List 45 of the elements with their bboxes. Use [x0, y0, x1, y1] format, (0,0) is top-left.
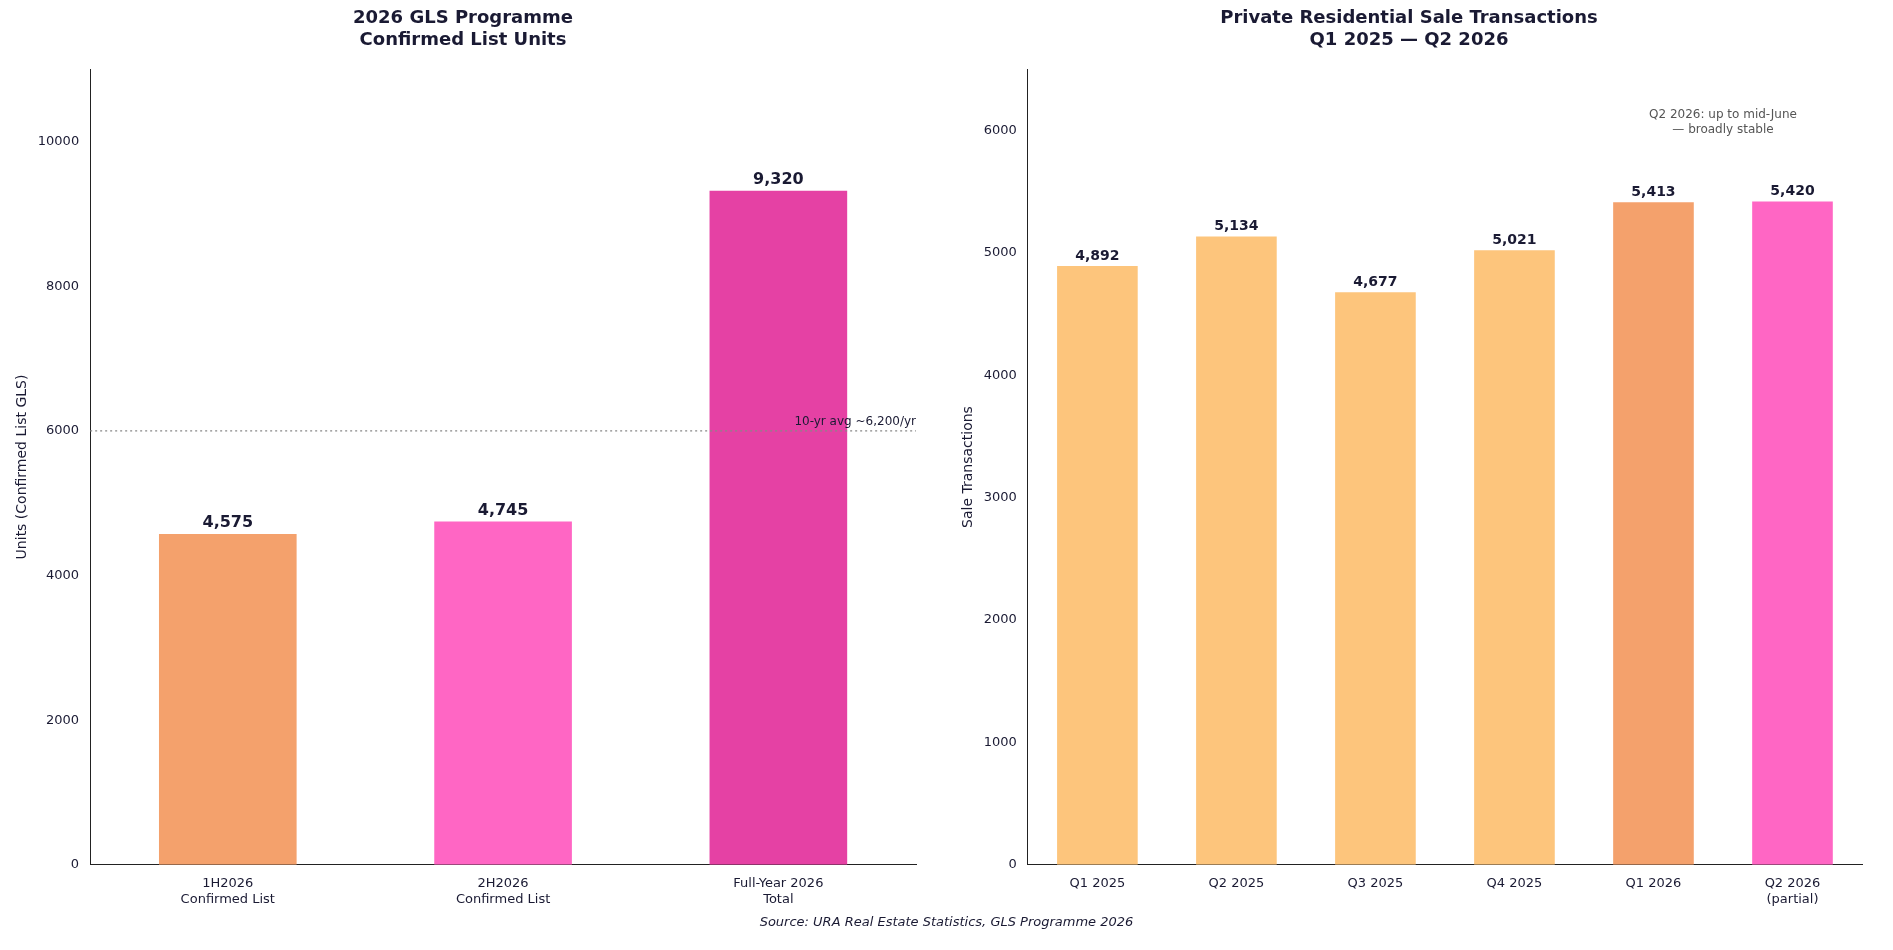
y-tick-label: 2000 — [983, 611, 1017, 627]
chart-title: Private Residential Sale Transactions Q1 2025 — Q2 2026 — [1220, 6, 1598, 50]
data-label: 4,745 — [477, 499, 529, 519]
data-label: 5,134 — [1214, 217, 1259, 234]
y-tick-label: 1000 — [983, 733, 1017, 749]
y-tick-label: 2000 — [46, 711, 80, 727]
x-tick-label: 1H2026 Confirmed List — [180, 874, 275, 906]
y-axis-title: Units (Confirmed List GLS) — [13, 374, 30, 560]
data-label: 4,677 — [1353, 272, 1398, 289]
x-tick-label: Q2 2026 (partial) — [1764, 874, 1821, 906]
bar — [1196, 236, 1277, 865]
x-tick-label: Q4 2025 — [1486, 874, 1543, 890]
bar — [434, 521, 572, 865]
x-tick-label: 2H2026 Confirmed List — [455, 874, 551, 906]
y-axis-title: Sale Transactions — [959, 406, 976, 528]
y-tick-label: 3000 — [983, 488, 1017, 504]
data-label: 4,892 — [1075, 246, 1120, 263]
x-tick-label: Full-Year 2026 Total — [733, 874, 824, 906]
chart-title: 2026 GLS Programme Confirmed List Units — [353, 6, 573, 50]
y-tick-label: 0 — [70, 856, 80, 872]
bar — [1474, 250, 1555, 865]
source-note: Source: URA Real Estate Statistics, GLS Programme 2026 — [758, 913, 1135, 931]
x-tick-label: Q2 2025 — [1208, 874, 1265, 890]
bar — [1752, 201, 1833, 865]
bar — [158, 533, 297, 865]
y-tick-label: 10000 — [37, 132, 80, 148]
y-tick-label: 8000 — [46, 277, 80, 293]
data-label: 9,320 — [753, 168, 804, 188]
x-tick-label: Q1 2025 — [1069, 874, 1126, 890]
x-tick-label: Q3 2025 — [1347, 874, 1404, 890]
y-tick-label: 6000 — [983, 121, 1017, 137]
y-tick-label: 4000 — [46, 566, 80, 582]
annotation: Q2 2026: up to mid-June — broadly stable — [1649, 107, 1797, 137]
y-tick-label: 5000 — [983, 244, 1017, 260]
y-tick-label: 4000 — [983, 366, 1017, 382]
data-label: 5,420 — [1770, 182, 1815, 199]
y-tick-label: 6000 — [46, 422, 80, 438]
data-label: 5,021 — [1492, 230, 1537, 247]
x-tick-label: Q1 2026 — [1625, 874, 1682, 890]
bar — [1613, 202, 1694, 865]
data-label: 5,413 — [1631, 182, 1676, 199]
bar — [1335, 292, 1416, 865]
bar — [1057, 266, 1138, 865]
data-label: 4,575 — [202, 512, 254, 532]
y-tick-label: 0 — [1008, 856, 1017, 872]
